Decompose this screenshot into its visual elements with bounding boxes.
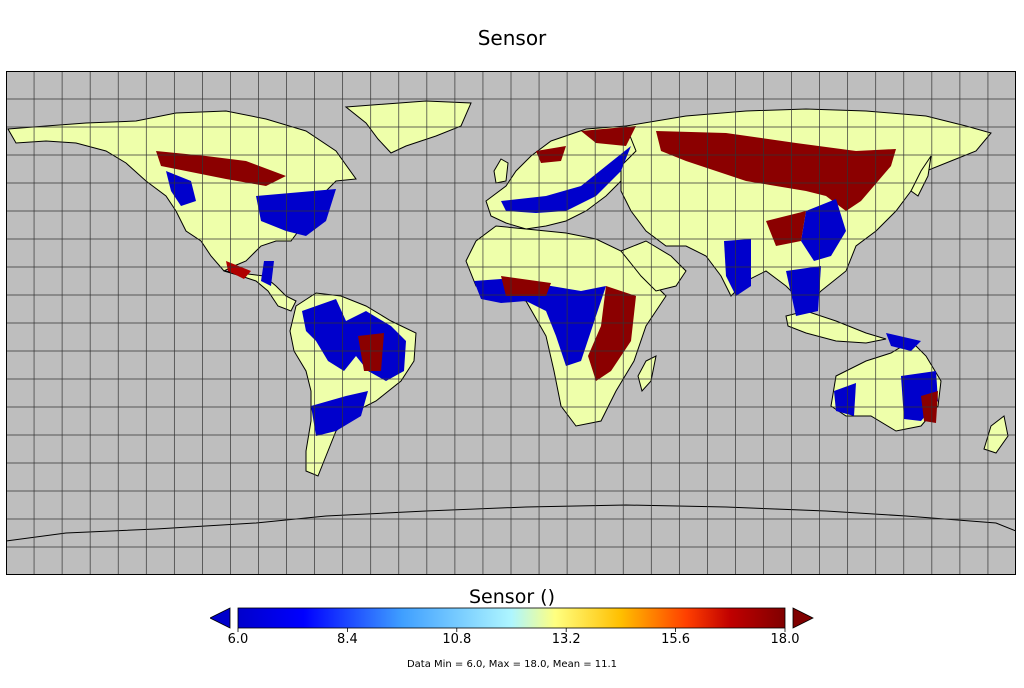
colorbar-title: Sensor () (0, 586, 1024, 608)
colorbar-tick-label: 10.8 (442, 632, 471, 647)
world-map (6, 71, 1016, 575)
colorbar (210, 606, 815, 648)
colorbar-max-arrow (793, 608, 813, 628)
data-stats: Data Min = 6.0, Max = 18.0, Mean = 11.1 (0, 659, 1024, 670)
colorbar-tick-label: 6.0 (228, 632, 249, 647)
colorbar-tick-label: 13.2 (552, 632, 581, 647)
colorbar-tick-label: 15.6 (661, 632, 690, 647)
colorbar-tick-label: 8.4 (337, 632, 358, 647)
colorbar-tick-label: 18.0 (771, 632, 800, 647)
colorbar-min-arrow (210, 608, 230, 628)
map-title: Sensor (0, 26, 1024, 50)
colorbar-gradient (238, 608, 785, 628)
